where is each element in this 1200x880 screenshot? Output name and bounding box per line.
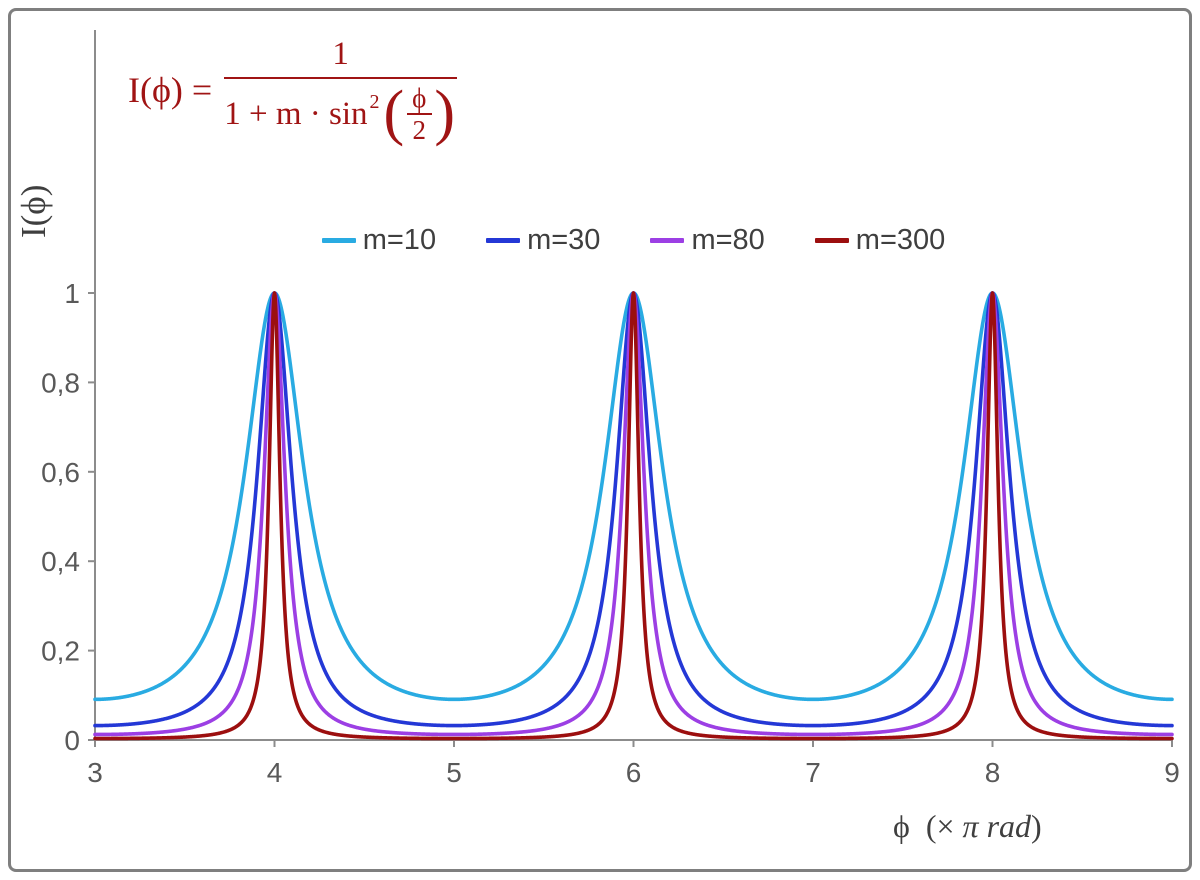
legend: m=10 m=30 m=80 m=300 [95,224,1172,257]
x-axis-title-close: ) [1031,808,1042,844]
x-tick-label: 9 [1164,757,1180,788]
y-axis-title: I(ϕ) [14,184,53,238]
legend-swatch-m30 [486,238,521,243]
y-tick-label: 1 [64,278,80,309]
formula-denominator: 1 + m · sin 2 ( ϕ 2 ) [224,79,457,145]
y-tick-label: 0 [64,725,80,756]
y-tick-label: 0,6 [41,457,80,488]
legend-item-m80: m=80 [650,224,765,257]
x-tick-label: 6 [626,757,642,788]
formula-close-paren: ) [434,79,456,148]
legend-item-m10: m=10 [321,224,437,257]
formula-den-exponent: 2 [369,90,380,113]
x-axis-title-pi-rad: π rad [962,808,1032,844]
series-line-m=300 [93,291,1174,741]
formula-fraction: 1 1 + m · sin 2 ( ϕ 2 ) [224,36,458,145]
legend-item-m30: m=30 [486,224,600,257]
x-axis-title-prefix: (× [925,808,963,844]
x-tick-label: 5 [446,757,462,788]
legend-swatch-m300 [814,238,849,243]
x-axis-title: ϕ (× π rad) [893,808,1042,845]
x-axis-title-phi: ϕ [893,808,926,844]
formula-inner-denominator: 2 [406,113,433,145]
x-tick-label: 4 [267,757,283,788]
formula-annotation: I(ϕ) = 1 1 + m · sin 2 ( ϕ 2 ) [128,36,458,145]
legend-item-m300: m=300 [814,224,946,257]
formula-fraction-bar [224,77,458,79]
legend-label-m10: m=10 [362,224,437,256]
x-tick-label: 7 [805,757,821,788]
legend-label-m80: m=80 [691,224,765,256]
formula-den-text: 1 + m · sin [224,95,368,132]
x-tick-label: 8 [985,757,1001,788]
formula-open-paren: ( [383,79,405,148]
series-line-m=80 [93,291,1174,737]
y-tick-label: 0,4 [41,546,80,577]
formula-numerator: 1 [332,36,349,72]
y-tick-label: 0,2 [41,636,80,667]
legend-swatch-m10 [321,238,356,243]
legend-swatch-m80 [650,238,685,243]
y-tick-label: 0,8 [41,367,80,398]
x-tick-label: 3 [87,757,103,788]
formula-inner-fraction: ϕ 2 [406,83,433,145]
series-line-m=30 [93,291,1174,728]
legend-label-m300: m=300 [855,224,946,256]
legend-label-m30: m=30 [527,224,601,256]
formula-inner-numerator: ϕ [412,83,427,113]
formula-lhs: I(ϕ) = [128,70,213,111]
